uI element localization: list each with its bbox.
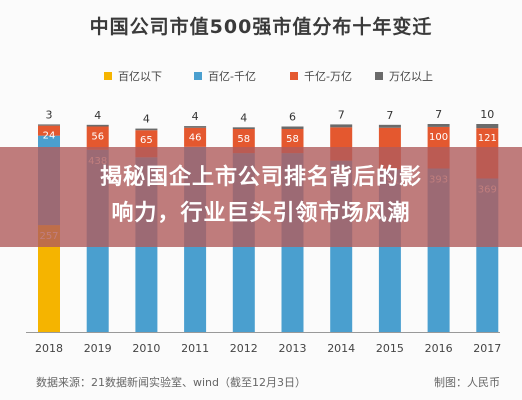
data-label: 24 <box>43 131 56 142</box>
top-data-label: 6 <box>289 110 296 123</box>
bar-segment <box>38 124 60 126</box>
legend-swatch <box>290 72 298 80</box>
x-tick-label: 2010 <box>132 342 160 355</box>
bar-segment <box>184 127 207 147</box>
x-tick-label: 2016 <box>425 342 453 355</box>
legend-swatch <box>104 72 112 80</box>
data-label: 100 <box>429 132 448 143</box>
bar-segment <box>38 125 60 136</box>
legend-label: 百亿以下 <box>118 70 162 83</box>
x-tick-label: 2011 <box>181 342 209 355</box>
data-label: 121 <box>478 133 497 144</box>
data-label: 58 <box>286 134 299 145</box>
x-tick-label: 2019 <box>84 342 112 355</box>
x-tick-label: 2017 <box>473 342 501 355</box>
bar-segment <box>135 128 158 131</box>
legend-label: 千亿-万亿 <box>304 70 352 83</box>
top-data-label: 3 <box>46 108 53 121</box>
bar-segment <box>427 124 450 127</box>
top-data-label: 4 <box>94 109 101 122</box>
headline-line-1: 揭秘国企上市公司排名背后的影 <box>99 165 422 190</box>
bar-segment <box>232 127 255 129</box>
bar-segment <box>281 126 304 129</box>
top-data-label: 7 <box>435 108 442 121</box>
source-note: 数据来源：21数据新闻实验室、wind（截至12月3日） <box>36 376 306 389</box>
headline-overlay-band <box>0 147 522 247</box>
legend-swatch <box>194 72 202 80</box>
credit-note: 制图：人民币 <box>434 376 500 389</box>
x-tick-label: 2012 <box>230 342 258 355</box>
legend-label: 万亿以上 <box>389 70 433 83</box>
bar-segment <box>38 225 60 332</box>
x-tick-label: 2015 <box>376 342 404 355</box>
top-data-label: 7 <box>386 109 393 122</box>
bar-segment <box>378 124 401 128</box>
headline-line-2: 响力，行业巨头引领市场风潮 <box>111 201 411 226</box>
top-data-label: 4 <box>143 113 150 126</box>
top-data-label: 4 <box>240 111 247 124</box>
legend-swatch <box>375 72 383 80</box>
x-tick-label: 2014 <box>327 342 355 355</box>
bar-segment <box>476 124 499 129</box>
x-tick-label: 2018 <box>35 342 63 355</box>
data-label: 58 <box>237 134 250 145</box>
headline-overlay-text: 揭秘国企上市公司排名背后的影 响力，行业巨头引领市场风潮 <box>0 160 522 232</box>
bar-segment <box>330 124 353 128</box>
legend-label: 百亿-千亿 <box>208 70 256 83</box>
top-data-label: 4 <box>192 110 199 123</box>
top-data-label: 10 <box>480 108 494 121</box>
x-tick-label: 2013 <box>279 342 307 355</box>
data-label: 65 <box>140 135 153 146</box>
chart-title: 中国公司市值500强市值分布十年变迁 <box>89 16 433 38</box>
bar-segment <box>86 124 109 127</box>
data-label: 56 <box>91 131 104 142</box>
top-data-label: 7 <box>338 108 345 121</box>
bar-segment <box>184 126 207 128</box>
data-label: 46 <box>189 133 202 144</box>
bar-segment <box>86 126 109 150</box>
